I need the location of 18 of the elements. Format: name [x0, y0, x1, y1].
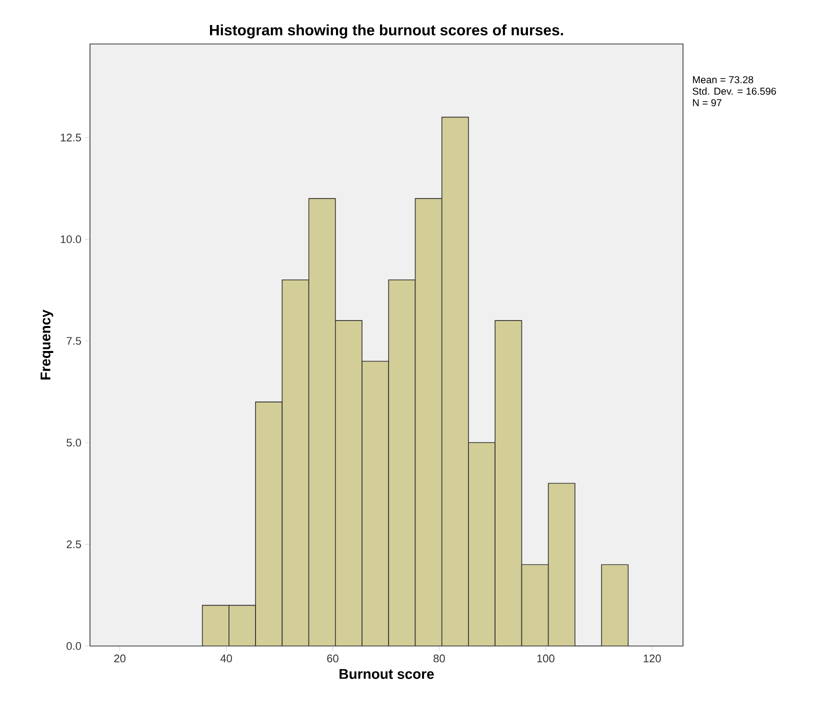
x-tick-label: 40: [220, 654, 232, 662]
x-tick-label: 80: [434, 654, 445, 662]
y-tick-label: 5.0: [66, 438, 82, 447]
y-axis-title: Frequency: [40, 310, 54, 380]
text: N = 97: [693, 99, 722, 106]
y-tick-label: 7.5: [66, 337, 81, 345]
x-tick-label: 20: [114, 654, 126, 662]
y-tick-label: 10.0: [60, 235, 82, 244]
x-axis-title: Burnout score: [340, 669, 434, 679]
chart-title: Histogram showing the burnout scores of nurses.: [210, 24, 563, 38]
text: Std. Dev. = 16.596: [692, 87, 776, 95]
y-tick-label: 12.5: [60, 134, 81, 142]
y-tick-label: 2.5: [66, 540, 81, 548]
text: Mean = 73.28: [693, 76, 754, 84]
x-tick-label: 120: [644, 654, 661, 662]
x-tick-label: 60: [327, 654, 338, 662]
x-tick-label: 100: [537, 654, 554, 662]
y-tick-label: 0.0: [66, 642, 82, 650]
